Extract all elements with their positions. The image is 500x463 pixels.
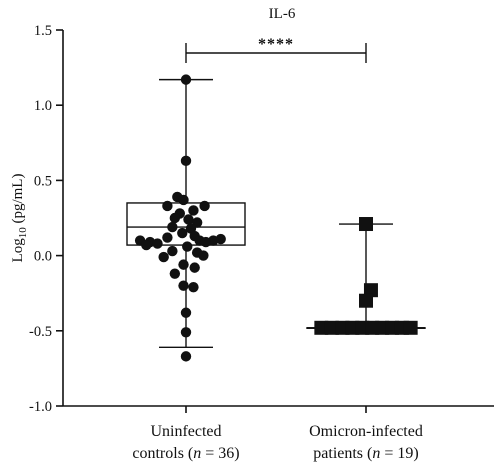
data-point [169,212,181,224]
data-point [177,227,188,239]
x-category-label-count: = 36) [201,445,239,462]
data-point [152,238,163,249]
x-category-label-line1: Omicron-infected [309,423,423,440]
data-point [167,245,178,257]
y-axis-label-suffix: (pg/mL) [10,174,26,228]
significance-label: **** [258,36,294,53]
data-point [324,320,339,335]
data-point [167,221,178,233]
y-tick-label: 0.5 [34,173,52,189]
chart-title: IL-6 [269,6,296,22]
data-point [198,250,209,261]
y-tick-label: 0.0 [34,249,52,265]
plot-area: **** [126,36,426,362]
data-point [182,241,193,252]
data-point [189,262,200,273]
data-point [183,214,194,225]
data-point [158,251,169,263]
y-axis-label-subscript: 10 [17,227,29,239]
data-point [180,327,192,338]
data-point [180,351,192,362]
data-point [359,293,373,308]
y-tick-label: 1.0 [34,98,52,114]
x-category-label-text: controls ( [132,445,193,462]
x-category-label-n: n [193,445,201,462]
data-point [199,200,210,212]
data-point [200,236,212,248]
y-tick-label: 1.5 [34,23,52,39]
data-point [162,232,173,243]
x-category-label-line2: patients (n = 19) [313,445,418,462]
y-tick-label: -1.0 [29,399,52,415]
data-point [180,307,192,318]
x-category-label-n: n [372,445,380,462]
data-point [359,217,373,232]
x-category-label-text: patients ( [313,445,372,462]
data-point [169,268,181,279]
data-point [162,200,173,212]
data-point [178,194,189,206]
data-point [180,74,192,85]
x-category-label-count: = 19) [380,445,418,462]
y-axis-label: Log10 (pg/mL) [10,174,29,263]
x-category-label-line1: Uninfected [150,423,221,440]
data-point [141,239,152,251]
x-category-label-line2: controls (n = 36) [132,445,239,462]
data-point [363,283,378,298]
data-point [188,205,199,216]
data-point [178,259,189,270]
data-point [178,280,189,291]
y-tick-label: -0.5 [29,324,52,340]
axes: IL-6 Log10 (pg/mL) 1.5 1.0 0.5 0.0 -0.5 -1.0 [10,6,494,415]
data-point [188,281,199,293]
data-point [403,320,418,335]
y-axis-label-prefix: Log [10,238,26,263]
data-point [180,155,192,167]
data-point [314,320,329,335]
